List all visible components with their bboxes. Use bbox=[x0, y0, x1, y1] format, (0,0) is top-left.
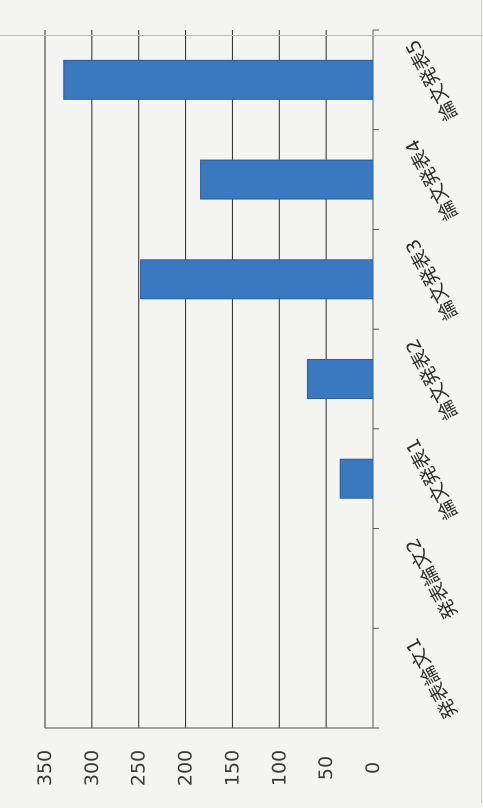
value-tick-label: 50 bbox=[315, 756, 337, 780]
bar-3 bbox=[339, 458, 374, 499]
bar-5 bbox=[140, 259, 374, 300]
value-tick-label: 0 bbox=[362, 762, 384, 774]
scan-artifact-line bbox=[0, 35, 483, 36]
value-tick-label: 250 bbox=[128, 750, 150, 786]
bar-4 bbox=[306, 359, 374, 399]
bar-6 bbox=[200, 159, 374, 200]
value-tick-label: 350 bbox=[34, 750, 56, 786]
value-tick-label: 100 bbox=[268, 750, 290, 786]
value-tick-label: 150 bbox=[221, 750, 243, 786]
bar-7 bbox=[63, 59, 374, 100]
value-tick-label: 300 bbox=[81, 750, 103, 786]
value-tick-label: 200 bbox=[175, 750, 197, 786]
